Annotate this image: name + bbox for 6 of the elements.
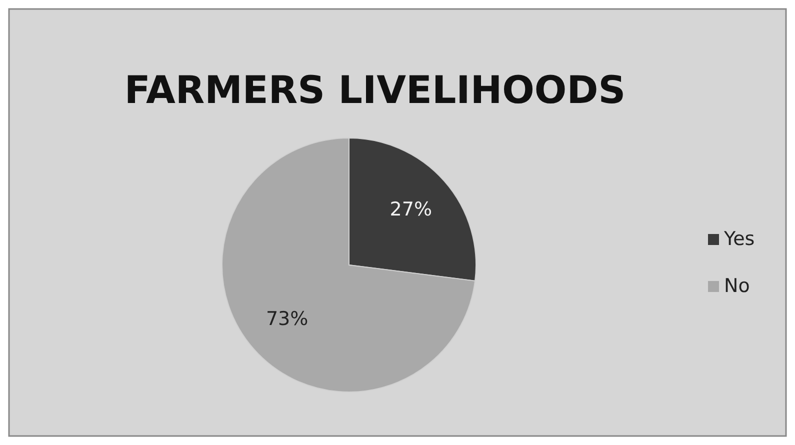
- data-label: 27%: [390, 198, 432, 221]
- legend-label: No: [724, 275, 750, 298]
- data-label: 73%: [266, 308, 308, 330]
- chart-title: FARMERS LIVELIHOODS: [124, 68, 626, 112]
- legend-label: Yes: [723, 228, 755, 250]
- pie-slice: [222, 138, 476, 392]
